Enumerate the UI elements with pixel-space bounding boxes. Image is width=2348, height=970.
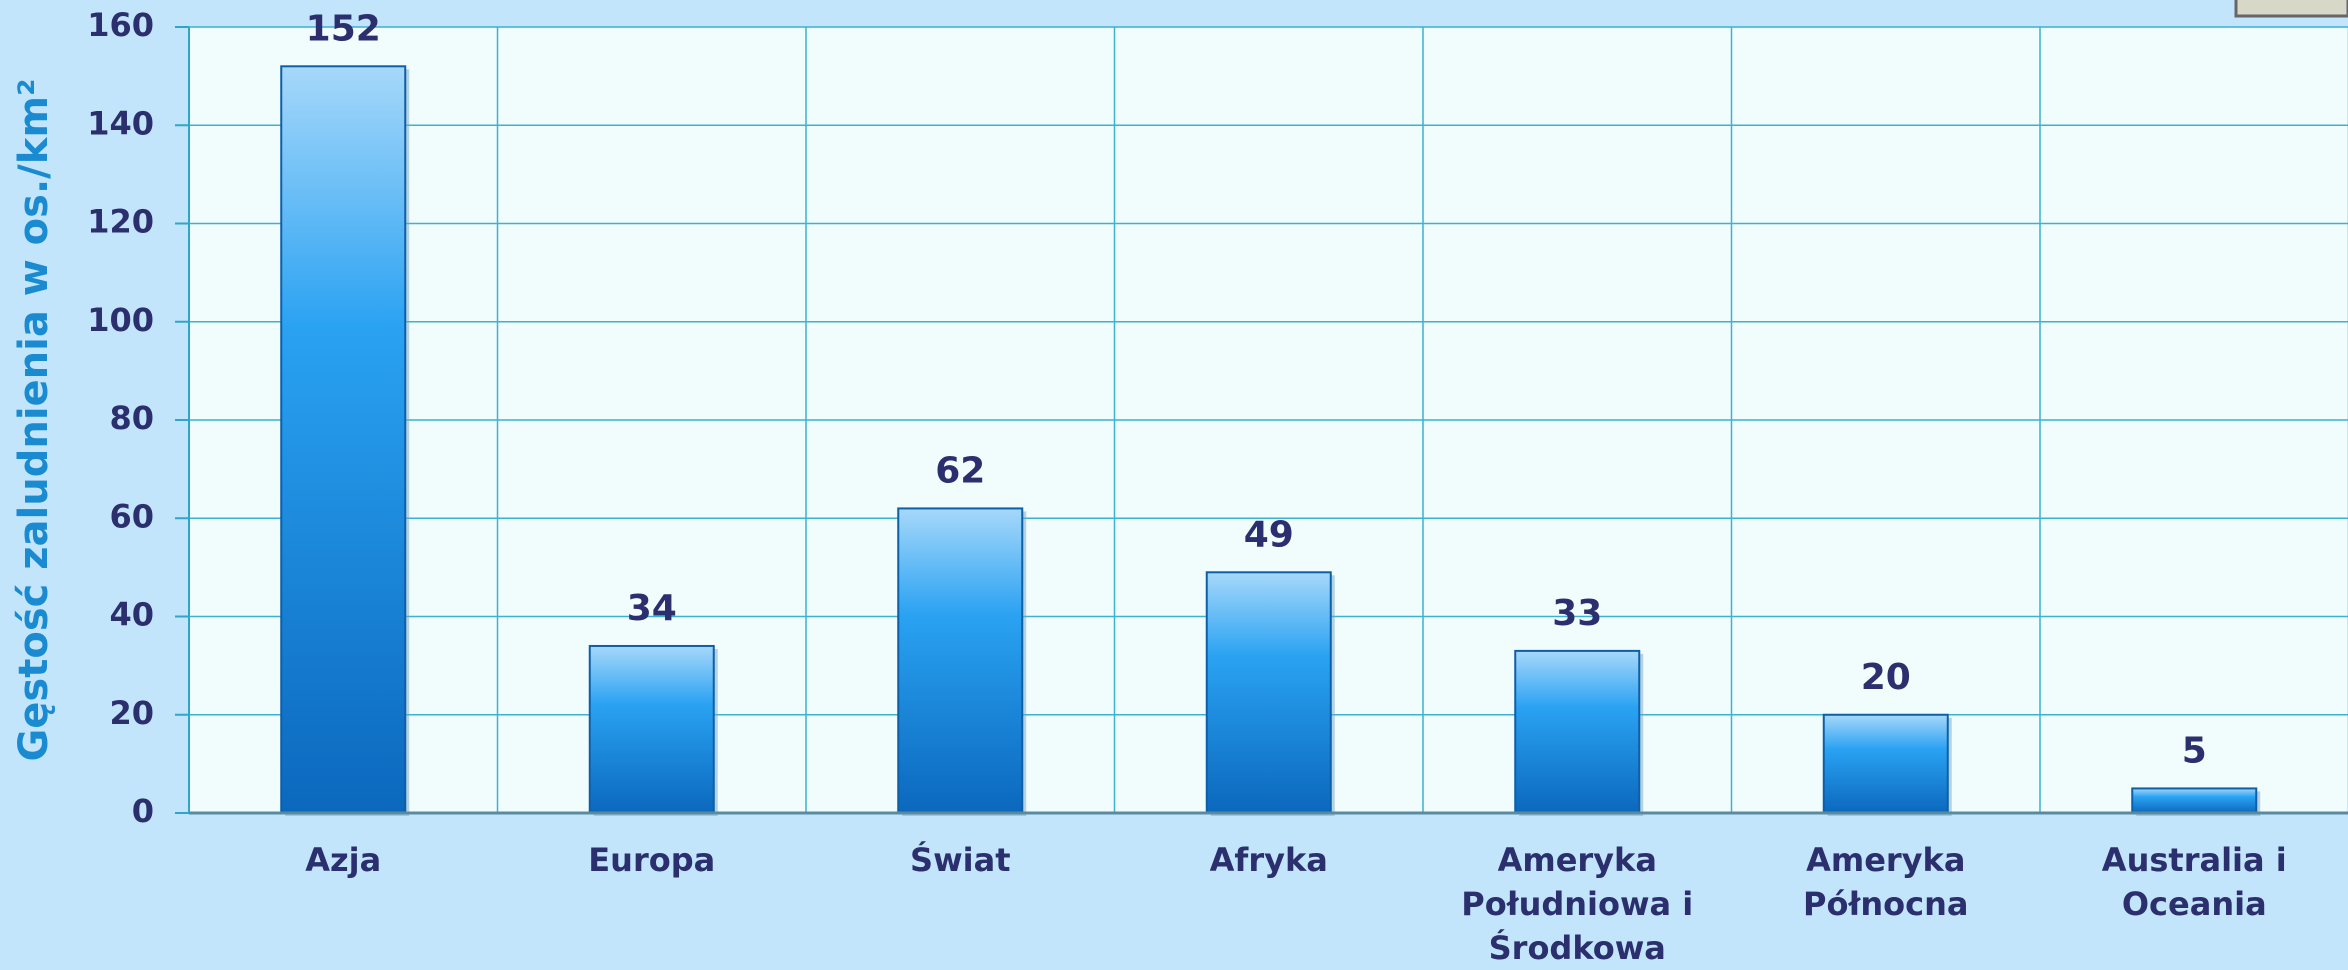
corner-image xyxy=(2234,0,2348,18)
bar xyxy=(1822,713,1949,814)
y-tick-label: 120 xyxy=(87,203,154,241)
bar xyxy=(897,507,1024,814)
x-tick-label: Ameryka Północna xyxy=(1803,841,1969,923)
value-label: 62 xyxy=(935,450,985,491)
value-label: 34 xyxy=(627,588,677,629)
x-tick-label: Australia i Oceania xyxy=(2101,841,2287,923)
x-tick-label: Świat xyxy=(910,841,1011,879)
y-tick-label: 140 xyxy=(87,104,154,142)
bar xyxy=(1205,571,1332,814)
value-label: 20 xyxy=(1861,657,1911,698)
y-tick-label: 40 xyxy=(109,596,154,634)
y-tick-label: 0 xyxy=(132,792,154,830)
y-tick-label: 60 xyxy=(109,497,154,535)
y-tick-label: 100 xyxy=(87,301,154,339)
bar xyxy=(2131,787,2258,814)
y-tick-label: 80 xyxy=(109,399,154,437)
value-label: 33 xyxy=(1552,593,1602,634)
y-tick-label: 160 xyxy=(87,6,154,44)
x-tick-label: Ameryka Południowa i Środkowa xyxy=(1461,841,1694,967)
y-tick-label: 20 xyxy=(109,694,154,732)
value-label: 49 xyxy=(1244,514,1294,555)
bar xyxy=(588,644,715,814)
x-tick-label: Europa xyxy=(588,841,716,879)
x-tick-label: Afryka xyxy=(1209,841,1328,879)
bar xyxy=(280,65,407,815)
value-label: 152 xyxy=(306,8,381,49)
bar xyxy=(1514,649,1641,815)
value-label: 5 xyxy=(2182,730,2207,771)
y-axis-title: Gęstość zaludnienia w os./km² xyxy=(11,78,57,761)
x-tick-label: Azja xyxy=(305,841,382,879)
